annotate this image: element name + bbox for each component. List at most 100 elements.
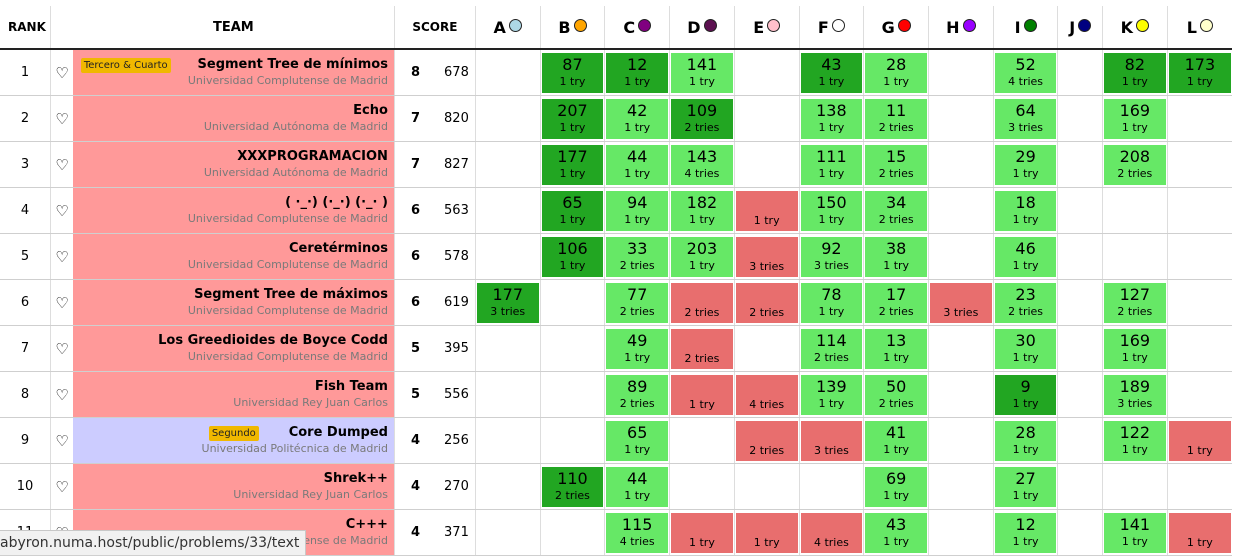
submission-solved[interactable]: 169 1 try [1103,98,1166,139]
team-cell[interactable]: Segment Tree de máximos Universidad Compl… [72,279,395,326]
problem-cell-c[interactable]: 89 2 tries [604,371,670,418]
problem-header-k[interactable]: K [1101,6,1168,50]
problem-cell-k[interactable]: 208 2 tries [1101,141,1168,188]
problem-cell-e[interactable]: 3 tries [733,233,800,280]
problem-cell-d[interactable]: 203 1 try [669,233,735,280]
problem-cell-g[interactable]: 28 1 try [863,49,929,96]
problem-header-l[interactable]: L [1166,6,1232,50]
submission-failed[interactable]: 1 try [1168,512,1231,553]
submission-failed[interactable]: 1 try [1168,420,1231,461]
submission-solved[interactable]: 169 1 try [1103,328,1166,369]
problem-cell-e[interactable]: 4 tries [733,371,800,418]
submission-solved[interactable]: 182 1 try [671,190,733,231]
submission-solved[interactable]: 111 1 try [800,144,863,185]
submission-solved[interactable]: 44 1 try [606,144,669,185]
submission-solved[interactable]: 189 3 tries [1103,374,1166,415]
submission-solved[interactable]: 114 2 tries [800,328,863,369]
submission-solved[interactable]: 17 2 tries [865,282,927,323]
submission-failed[interactable]: 1 try [671,374,733,415]
problem-cell-k[interactable]: 169 1 try [1101,95,1168,142]
submission-first-solve[interactable]: 65 1 try [541,190,604,231]
problem-cell-f[interactable]: 111 1 try [798,141,864,188]
submission-failed[interactable]: 3 tries [800,420,863,461]
problem-cell-c[interactable]: 33 2 tries [604,233,670,280]
submission-failed[interactable]: 4 tries [735,374,798,415]
problem-cell-g[interactable]: 15 2 tries [863,141,929,188]
submission-solved[interactable]: 78 1 try [800,282,863,323]
submission-solved[interactable]: 27 1 try [994,466,1057,507]
submission-solved[interactable]: 18 1 try [994,190,1057,231]
submission-solved[interactable]: 141 1 try [1103,512,1166,553]
problem-cell-d[interactable]: 2 tries [669,279,735,326]
submission-solved[interactable]: 11 2 tries [865,98,927,139]
submission-failed[interactable]: 4 tries [800,512,863,553]
problem-cell-i[interactable]: 27 1 try [992,463,1058,510]
heart-icon[interactable]: ♡ [55,155,69,174]
team-cell[interactable]: XXXPROGRAMACION Universidad Autónoma de M… [72,141,395,188]
heart-icon[interactable]: ♡ [55,385,69,404]
problem-cell-g[interactable]: 41 1 try [863,417,929,464]
favorite-toggle[interactable]: ♡ [50,279,73,326]
problem-header-e[interactable]: E [733,6,800,50]
problem-cell-e[interactable]: 2 tries [733,417,800,464]
problem-cell-g[interactable]: 38 1 try [863,233,929,280]
submission-first-solve[interactable]: 12 1 try [606,52,669,93]
submission-first-solve[interactable]: 177 1 try [541,144,604,185]
problem-cell-l[interactable]: 173 1 try [1166,49,1232,96]
problem-header-c[interactable]: C [604,6,670,50]
submission-solved[interactable]: 143 4 tries [671,144,733,185]
problem-cell-d[interactable]: 1 try [669,371,735,418]
submission-solved[interactable]: 28 1 try [865,52,927,93]
problem-cell-d[interactable]: 109 2 tries [669,95,735,142]
problem-cell-c[interactable]: 94 1 try [604,187,670,234]
submission-first-solve[interactable]: 110 2 tries [541,466,604,507]
problem-cell-g[interactable]: 34 2 tries [863,187,929,234]
favorite-toggle[interactable]: ♡ [50,141,73,188]
problem-cell-f[interactable]: 139 1 try [798,371,864,418]
heart-icon[interactable]: ♡ [55,247,69,266]
problem-cell-f[interactable]: 78 1 try [798,279,864,326]
submission-solved[interactable]: 50 2 tries [865,374,927,415]
favorite-toggle[interactable]: ♡ [50,417,73,464]
submission-solved[interactable]: 42 1 try [606,98,669,139]
problem-cell-f[interactable]: 43 1 try [798,49,864,96]
team-cell[interactable]: ( ·_·) (·_·) (·_· ) Universidad Compluten… [72,187,395,234]
submission-first-solve[interactable]: 207 1 try [541,98,604,139]
problem-cell-f[interactable]: 114 2 tries [798,325,864,372]
problem-cell-c[interactable]: 42 1 try [604,95,670,142]
problem-cell-g[interactable]: 17 2 tries [863,279,929,326]
problem-cell-h[interactable]: 3 tries [928,279,994,326]
submission-solved[interactable]: 64 3 tries [994,98,1057,139]
team-cell[interactable]: Tercero & Cuarto Segment Tree de mínimos U… [72,49,395,96]
submission-solved[interactable]: 28 1 try [994,420,1057,461]
heart-icon[interactable]: ♡ [55,63,69,82]
submission-first-solve[interactable]: 82 1 try [1103,52,1166,93]
submission-solved[interactable]: 122 1 try [1103,420,1166,461]
team-cell[interactable]: Shrek++ Universidad Rey Juan Carlos [72,463,395,510]
problem-cell-i[interactable]: 18 1 try [992,187,1058,234]
problem-cell-e[interactable]: 2 tries [733,279,800,326]
problem-cell-e[interactable]: 1 try [733,187,800,234]
heart-icon[interactable]: ♡ [55,477,69,496]
problem-cell-c[interactable]: 49 1 try [604,325,670,372]
submission-solved[interactable]: 43 1 try [865,512,927,553]
submission-failed[interactable]: 2 tries [735,282,798,323]
submission-failed[interactable]: 1 try [735,512,798,553]
submission-solved[interactable]: 127 2 tries [1103,282,1166,323]
problem-cell-k[interactable]: 82 1 try [1101,49,1168,96]
submission-first-solve[interactable]: 173 1 try [1168,52,1231,93]
submission-solved[interactable]: 34 2 tries [865,190,927,231]
problem-cell-g[interactable]: 69 1 try [863,463,929,510]
submission-solved[interactable]: 69 1 try [865,466,927,507]
favorite-toggle[interactable]: ♡ [50,187,73,234]
heart-icon[interactable]: ♡ [55,339,69,358]
heart-icon[interactable]: ♡ [55,109,69,128]
problem-cell-d[interactable]: 143 4 tries [669,141,735,188]
submission-solved[interactable]: 77 2 tries [606,282,669,323]
problem-cell-b[interactable]: 65 1 try [539,187,605,234]
submission-solved[interactable]: 13 1 try [865,328,927,369]
problem-cell-d[interactable]: 2 tries [669,325,735,372]
submission-solved[interactable]: 150 1 try [800,190,863,231]
submission-solved[interactable]: 115 4 tries [606,512,669,553]
